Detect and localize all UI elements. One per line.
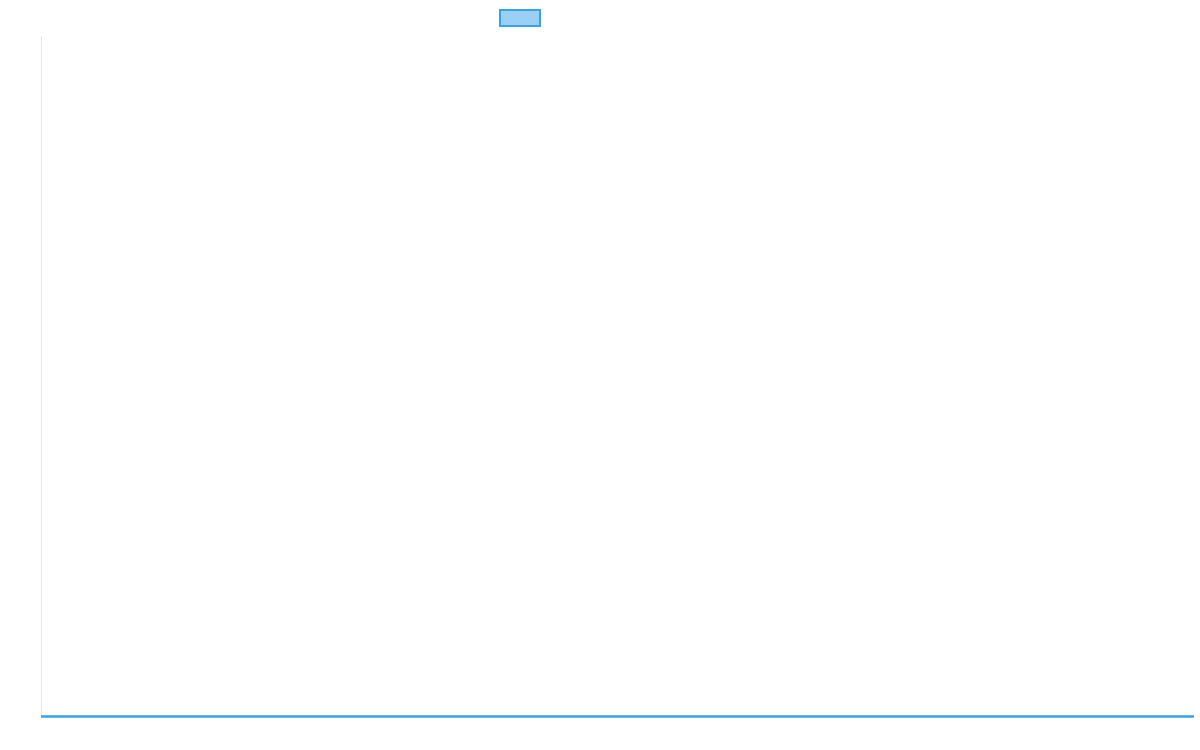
legend-swatch[interactable] bbox=[499, 9, 541, 27]
